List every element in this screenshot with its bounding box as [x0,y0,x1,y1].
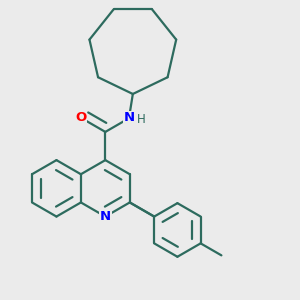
Text: O: O [75,111,86,124]
Text: H: H [137,113,146,126]
Text: N: N [100,210,111,223]
Text: N: N [123,111,134,124]
